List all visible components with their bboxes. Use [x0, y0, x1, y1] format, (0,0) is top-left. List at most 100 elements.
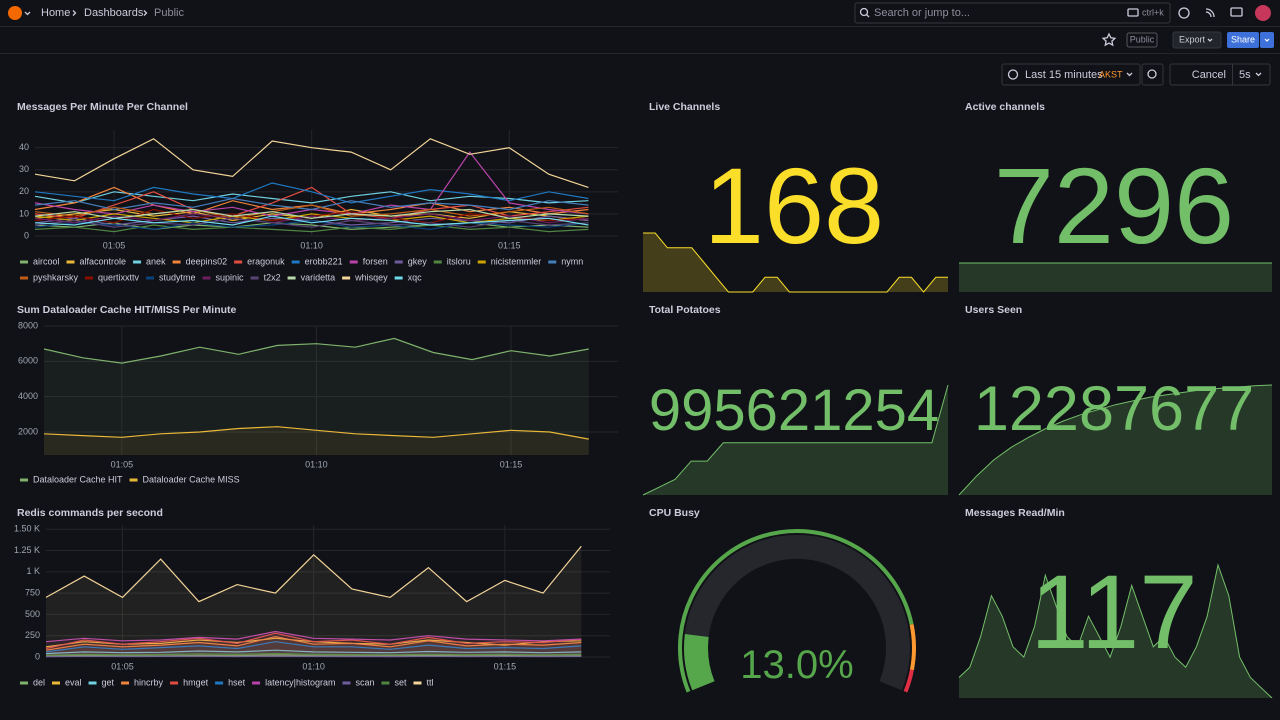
- series-line: [45, 654, 582, 657]
- sparkline: [958, 384, 1273, 496]
- x-tick-label: 01:15: [500, 459, 523, 469]
- legend-label: Dataloader Cache HIT: [33, 474, 123, 484]
- y-tick-label: 0: [24, 230, 29, 240]
- refresh-chevron[interactable]: [1255, 72, 1262, 77]
- stat-value: 12287677: [974, 374, 1254, 444]
- legend-label: latency|histogram: [265, 677, 335, 687]
- series-line: [45, 641, 582, 653]
- y-tick-label: 0: [35, 651, 40, 661]
- legend-label: deepins02: [186, 256, 228, 266]
- y-tick-label: 1.25 K: [14, 545, 40, 555]
- logo-chevron[interactable]: [24, 11, 31, 16]
- stat-value: 995621254: [649, 378, 939, 443]
- legend-label: pyshkarsky: [33, 272, 79, 282]
- series-line: [43, 426, 589, 440]
- refresh-picker[interactable]: [1169, 63, 1271, 86]
- series-area: [46, 546, 582, 657]
- x-tick-label: 01:05: [111, 459, 134, 469]
- time-range[interactable]: Last 15 minutes: [1025, 69, 1103, 81]
- refresh-interval[interactable]: 5s: [1239, 69, 1251, 81]
- public-badge-text: Public: [1130, 34, 1155, 44]
- search-placeholder[interactable]: Search or jump to...: [874, 7, 970, 19]
- legend-label: eval: [65, 677, 82, 687]
- series-line: [34, 197, 589, 211]
- help-icon[interactable]: [1178, 7, 1190, 19]
- legend-label: set: [394, 677, 407, 687]
- panel-title: Live Channels: [649, 101, 720, 113]
- gauge-track: [684, 534, 910, 691]
- star-button[interactable]: [1101, 32, 1117, 47]
- export-chevron[interactable]: [1207, 38, 1213, 42]
- timezone: AKST: [1099, 69, 1123, 79]
- legend-label: gkey: [408, 256, 428, 266]
- cancel-button[interactable]: Cancel: [1192, 69, 1226, 81]
- search-box[interactable]: [854, 2, 1171, 24]
- series-line: [45, 635, 582, 651]
- legend-label: alfacontrole: [80, 256, 127, 266]
- x-tick-label: 01:10: [305, 459, 328, 469]
- series-line: [45, 649, 582, 655]
- legend-label: erobb221: [305, 256, 343, 266]
- y-tick-label: 20: [19, 186, 29, 196]
- series-line: [34, 224, 589, 233]
- legend-label: varidetta: [301, 272, 336, 282]
- share-button-text[interactable]: Share: [1231, 34, 1255, 44]
- legend-label: aircool: [33, 256, 60, 266]
- legend-label: hset: [228, 677, 246, 687]
- y-tick-label: 1 K: [26, 566, 40, 576]
- y-tick-label: 750: [25, 588, 40, 598]
- time-picker-chevron[interactable]: [1126, 72, 1133, 77]
- dashboard-toolbar: Public Export Share: [0, 31, 1280, 54]
- y-tick-label: 500: [25, 609, 40, 619]
- series-line: [34, 208, 589, 219]
- sparkline: [958, 563, 1273, 699]
- grafana-logo[interactable]: [8, 6, 22, 20]
- y-tick-label: 10: [19, 208, 29, 218]
- series-line: [34, 213, 589, 224]
- legend-label: ttl: [427, 677, 434, 687]
- breadcrumb-separator: [72, 10, 77, 16]
- news-icon[interactable]: [1205, 8, 1215, 18]
- public-badge: [1126, 32, 1158, 48]
- gauge-threshold: [909, 624, 916, 671]
- y-tick-label: 30: [19, 164, 29, 174]
- breadcrumb-dashboards[interactable]: Dashboards: [84, 7, 144, 19]
- series-line: [34, 138, 589, 188]
- time-picker[interactable]: [1001, 63, 1141, 86]
- share-chevron[interactable]: [1264, 38, 1270, 42]
- series-area: [46, 641, 582, 657]
- x-tick-label: 01:10: [300, 240, 323, 250]
- zoom-out-button[interactable]: [1141, 63, 1164, 86]
- series-line: [34, 204, 589, 219]
- y-tick-label: 1.50 K: [14, 524, 40, 534]
- export-button-text[interactable]: Export: [1179, 34, 1206, 44]
- x-tick-label: 01:15: [498, 240, 521, 250]
- search-icon: [866, 14, 870, 18]
- legend-label: studytme: [159, 272, 196, 282]
- gauge-value: [684, 634, 715, 691]
- share-button[interactable]: [1227, 32, 1259, 48]
- kiosk-icon[interactable]: [1230, 7, 1243, 17]
- legend-label: supinic: [216, 272, 245, 282]
- keyboard-icon: [1127, 8, 1139, 17]
- series-line: [34, 182, 589, 204]
- panel-title: CPU Busy: [649, 507, 700, 519]
- breadcrumb-home[interactable]: Home: [41, 7, 70, 19]
- legend-label: del: [33, 677, 45, 687]
- stat-value: 168: [704, 145, 884, 266]
- series-line: [45, 545, 582, 603]
- clock-icon: [1007, 69, 1019, 80]
- share-menu-button[interactable]: [1260, 32, 1274, 48]
- series-line: [45, 632, 582, 650]
- series-area: [46, 633, 582, 657]
- time-controls: Last 15 minutes AKST Cancel 5s: [1001, 63, 1271, 86]
- user-avatar[interactable]: [1255, 5, 1271, 21]
- y-tick-label: 2000: [18, 426, 38, 436]
- y-tick-label: 8000: [18, 320, 38, 330]
- legend-label: quertixxttv: [98, 272, 140, 282]
- export-button[interactable]: [1172, 31, 1222, 49]
- panel-title: Active channels: [965, 101, 1045, 113]
- legend-label: nymn: [561, 256, 583, 266]
- legend-label: whisqey: [354, 272, 388, 282]
